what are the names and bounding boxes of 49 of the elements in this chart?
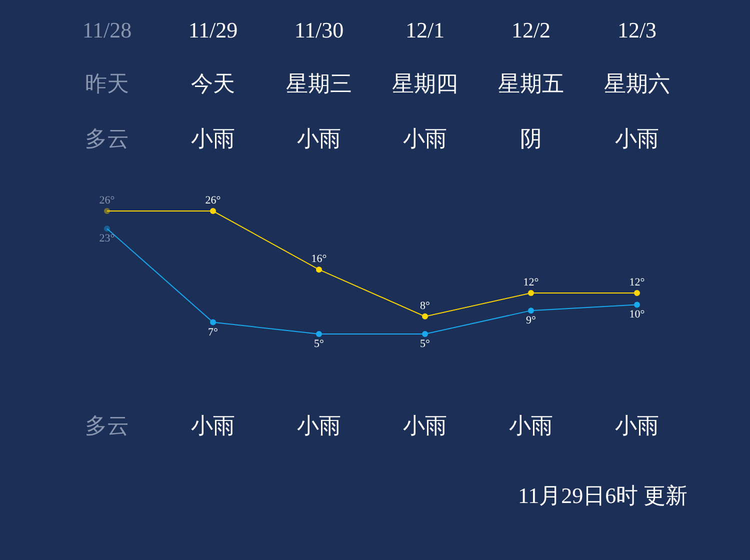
x-tick-label: 11/28 (82, 18, 132, 43)
text: 多云 (85, 126, 129, 151)
point (634, 290, 640, 296)
data-label: 26° (99, 194, 115, 206)
text: 小雨 (615, 126, 659, 151)
point (634, 302, 640, 308)
text: 小雨 (509, 413, 553, 438)
text: 小雨 (297, 126, 341, 151)
data-label: 26° (205, 194, 221, 206)
text: 星期四 (392, 71, 458, 96)
point (422, 331, 428, 337)
point (422, 313, 428, 320)
point (316, 266, 322, 273)
text: 小雨 (615, 413, 659, 438)
text: 多云 (85, 413, 129, 438)
data-label: 7° (208, 326, 218, 338)
point (104, 226, 110, 232)
text: 星期五 (498, 71, 564, 96)
data-label: 12° (523, 276, 539, 288)
text: 昨天 (85, 71, 129, 96)
text: 星期六 (604, 71, 670, 96)
data-label: 5° (420, 338, 430, 350)
point (528, 290, 534, 296)
data-label: 16° (311, 253, 327, 266)
text: 星期三 (286, 71, 352, 96)
text: 今天 (191, 71, 235, 96)
text: 11月29日6时 更新 (518, 483, 688, 508)
data-label: 10° (629, 308, 645, 321)
data-label: 12° (629, 276, 645, 288)
data-label: 23° (99, 232, 115, 245)
x-tick-label: 12/1 (405, 18, 445, 43)
text: 小雨 (297, 413, 341, 438)
x-tick-label: 11/30 (294, 18, 344, 43)
point (528, 308, 534, 314)
x-tick-label: 11/29 (188, 18, 238, 43)
data-label: 5° (314, 338, 324, 350)
point (104, 208, 110, 214)
data-label: 8° (420, 300, 430, 312)
x-tick-label: 12/3 (617, 18, 657, 43)
point (210, 208, 216, 214)
text: 小雨 (403, 413, 447, 438)
text: 小雨 (403, 126, 447, 151)
point (210, 319, 216, 326)
point (316, 331, 322, 337)
text: 阴 (520, 126, 542, 151)
text: 小雨 (191, 413, 235, 438)
x-tick-label: 12/2 (511, 18, 551, 43)
data-label: 9° (526, 314, 536, 327)
text: 小雨 (191, 126, 235, 151)
